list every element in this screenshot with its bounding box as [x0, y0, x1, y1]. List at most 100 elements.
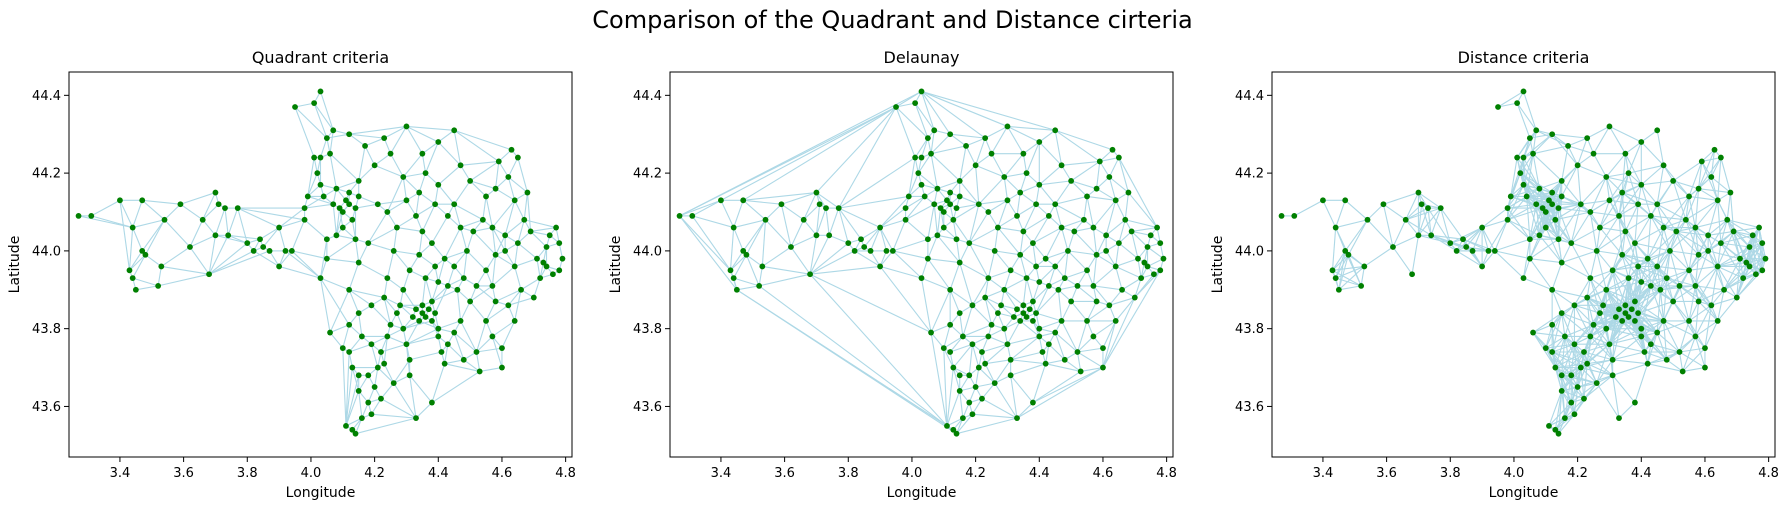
- graph-edge: [1019, 231, 1024, 255]
- graph-node: [1641, 349, 1648, 355]
- graph-node: [1616, 306, 1622, 313]
- graph-edge: [946, 367, 954, 426]
- graph-edge: [1118, 242, 1139, 260]
- graph-edge: [892, 219, 907, 252]
- graph-edge: [1554, 390, 1563, 430]
- graph-node: [1039, 349, 1046, 355]
- graph-edge: [905, 219, 929, 240]
- graph-node: [473, 349, 480, 355]
- graph-edge: [949, 133, 967, 147]
- graph-node: [317, 88, 324, 95]
- graph-edge: [1621, 172, 1630, 193]
- graph-edge: [431, 242, 446, 260]
- graph-node: [1724, 216, 1731, 223]
- graph-edge: [1698, 301, 1719, 322]
- graph-edge: [425, 277, 433, 302]
- graph-node: [1084, 193, 1090, 200]
- graph-edge: [1519, 153, 1534, 174]
- graph-edge: [214, 207, 226, 236]
- graph-node: [1090, 224, 1097, 231]
- graph-edge: [1567, 137, 1588, 147]
- graph-node: [1428, 232, 1435, 239]
- graph-edge: [1666, 269, 1690, 279]
- graph-edge: [943, 335, 964, 349]
- graph-node: [409, 314, 416, 320]
- graph-edge: [1748, 227, 1760, 267]
- graph-edge: [1481, 250, 1496, 267]
- graph-node: [1686, 193, 1692, 200]
- graph-node: [826, 232, 833, 239]
- graph-node: [1157, 240, 1164, 247]
- graph-node: [877, 263, 884, 270]
- x-tick-label: 3.6: [1376, 466, 1397, 481]
- graph-node: [355, 177, 362, 184]
- graph-node: [1128, 228, 1135, 235]
- graph-edge: [1564, 336, 1582, 368]
- graph-node: [1023, 170, 1030, 177]
- graph-edge: [1637, 300, 1674, 314]
- graph-node: [320, 193, 327, 200]
- graph-edge: [1481, 219, 1508, 229]
- graph-edge: [1605, 289, 1617, 318]
- graph-edge: [987, 211, 999, 228]
- graph-edge: [1599, 227, 1626, 232]
- graph-edge: [1612, 269, 1629, 279]
- graph-edge: [421, 203, 436, 232]
- graph-edge: [1462, 227, 1483, 240]
- graph-node: [406, 372, 413, 379]
- graph-node: [518, 286, 524, 293]
- graph-edge: [1096, 235, 1107, 256]
- graph-node: [1320, 197, 1326, 204]
- graph-edge: [1570, 211, 1591, 244]
- graph-edge: [349, 289, 385, 299]
- graph-node: [1491, 247, 1498, 254]
- graph-edge: [294, 106, 328, 139]
- graph-edge: [1688, 250, 1709, 271]
- graph-node: [1023, 314, 1030, 320]
- graph-edge: [1456, 227, 1483, 252]
- graph-edge: [444, 359, 464, 365]
- graph-edge: [946, 390, 961, 427]
- graph-node: [940, 345, 947, 352]
- graph-edge: [329, 130, 334, 154]
- graph-edge: [921, 90, 1008, 127]
- graph-edge: [348, 336, 363, 353]
- graph-edge: [1494, 238, 1531, 252]
- graph-edge: [1628, 265, 1658, 279]
- graph-node: [323, 135, 330, 142]
- graph-edge: [1561, 336, 1566, 376]
- graph-node: [1042, 255, 1049, 262]
- graph-edge: [469, 301, 487, 322]
- graph-node: [467, 298, 474, 305]
- x-tick-label: 4.8: [1156, 466, 1177, 481]
- graph-edge: [1663, 219, 1687, 229]
- graph-edge: [202, 219, 216, 236]
- graph-node: [1679, 368, 1686, 375]
- graph-edge: [959, 164, 977, 182]
- graph-edge: [386, 211, 398, 228]
- graph-edge: [1704, 305, 1712, 349]
- graph-edge: [517, 219, 525, 244]
- graph-edge: [1641, 320, 1664, 330]
- graph-edge: [1561, 374, 1585, 400]
- graph-edge: [447, 266, 455, 287]
- graph-node: [1561, 333, 1568, 340]
- graph-node: [355, 372, 362, 379]
- graph-node: [1581, 349, 1587, 355]
- graph-edge: [476, 336, 493, 353]
- y-axis-label: Latitude: [608, 236, 624, 294]
- graph-edge: [1522, 91, 1537, 131]
- graph-node: [476, 368, 483, 375]
- graph-node: [918, 275, 925, 282]
- graph-node: [1096, 158, 1103, 165]
- graph-edge: [132, 227, 143, 252]
- graph-edge: [1733, 231, 1750, 248]
- graph-node: [505, 302, 512, 309]
- graph-edge: [1545, 324, 1553, 349]
- graph-edge: [1723, 262, 1747, 291]
- graph-node: [995, 224, 1001, 231]
- graph-node: [1020, 302, 1027, 309]
- graph-node: [556, 240, 563, 247]
- graph-edge: [1070, 301, 1088, 322]
- graph-edge: [227, 234, 248, 244]
